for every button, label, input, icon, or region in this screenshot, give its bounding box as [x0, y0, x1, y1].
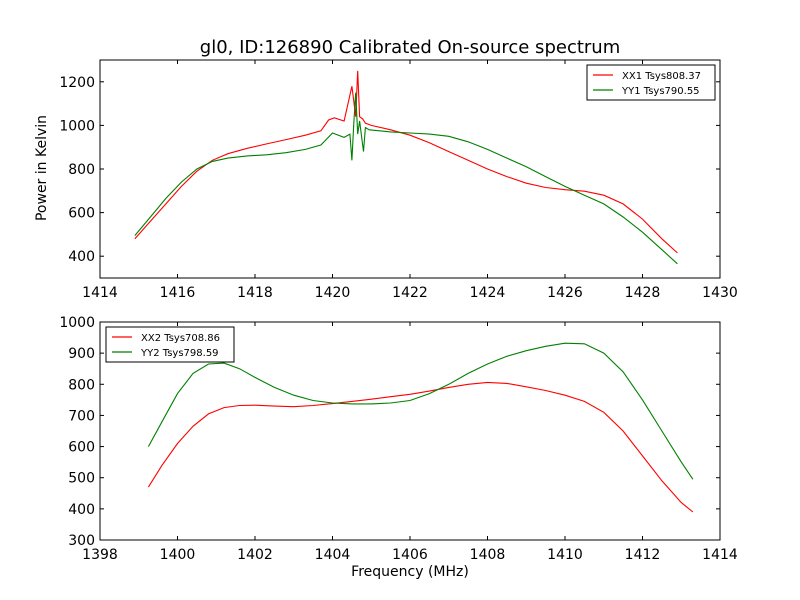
chart-title: gl0, ID:126890 Calibrated On-source spec… [200, 37, 620, 58]
x-tick-label: 1416 [160, 285, 196, 301]
y-tick-label: 400 [68, 249, 95, 265]
y-tick-label: 1000 [59, 315, 95, 331]
legend-label: YY1 Tsys790.55 [621, 86, 700, 97]
series-line-yy1 [134, 92, 678, 265]
y-tick-label: 800 [68, 162, 95, 178]
x-tick-label: 1418 [237, 285, 273, 301]
x-tick-label: 1400 [160, 547, 196, 563]
legend: XX1 Tsys808.37 YY1 Tsys790.55 [586, 64, 716, 101]
legend: XX2 Tsys708.86 YY2 Tsys798.59 [105, 326, 235, 363]
x-tick-label: 1412 [625, 547, 661, 563]
legend-box [105, 326, 235, 363]
x-tick-label: 1410 [547, 547, 583, 563]
legend-label: XX2 Tsys708.86 [141, 333, 220, 344]
y-axis-label: Power in Kelvin [34, 115, 50, 221]
series-line-xx1 [134, 70, 678, 254]
y-tick-label: 300 [68, 533, 95, 549]
x-tick-label: 1402 [237, 547, 273, 563]
y-tick-label: 1200 [59, 75, 95, 91]
x-tick-label: 1420 [315, 285, 351, 301]
x-tick-label: 1404 [315, 547, 351, 563]
x-tick-label: 1424 [470, 285, 506, 301]
legend-box [586, 64, 716, 101]
series-line-xx2 [147, 381, 694, 513]
x-axis-label: Frequency (MHz) [351, 564, 469, 580]
x-tick-label: 1406 [392, 547, 428, 563]
legend-label: YY2 Tsys798.59 [140, 348, 219, 359]
y-tick-label: 1000 [59, 118, 95, 134]
y-tick-label: 900 [68, 346, 95, 362]
y-tick-label: 600 [68, 440, 95, 456]
x-tick-label: 1430 [702, 285, 738, 301]
y-tick-label: 400 [68, 502, 95, 518]
x-tick-label: 1428 [625, 285, 661, 301]
x-tick-label: 1422 [392, 285, 428, 301]
top-spectrum-panel: 1414 1416 1418 1420 1422 1424 1426 1428 1430 400 6… [59, 59, 738, 301]
y-tick-label: 600 [68, 206, 95, 222]
legend-label: XX1 Tsys808.37 [622, 71, 701, 82]
y-tick-label: 800 [68, 377, 95, 393]
x-tick-label: 1398 [82, 547, 118, 563]
series-line-yy2 [147, 342, 694, 480]
x-tick-label: 1414 [702, 547, 738, 563]
x-tick-label: 1414 [82, 285, 118, 301]
y-tick-label: 500 [68, 471, 95, 487]
x-tick-label: 1426 [547, 285, 583, 301]
bottom-spectrum-panel: 1398 1400 1402 1404 1406 1408 1410 1412 1414 300 4… [59, 315, 738, 563]
y-tick-label: 700 [68, 408, 95, 424]
x-tick-label: 1408 [470, 547, 506, 563]
